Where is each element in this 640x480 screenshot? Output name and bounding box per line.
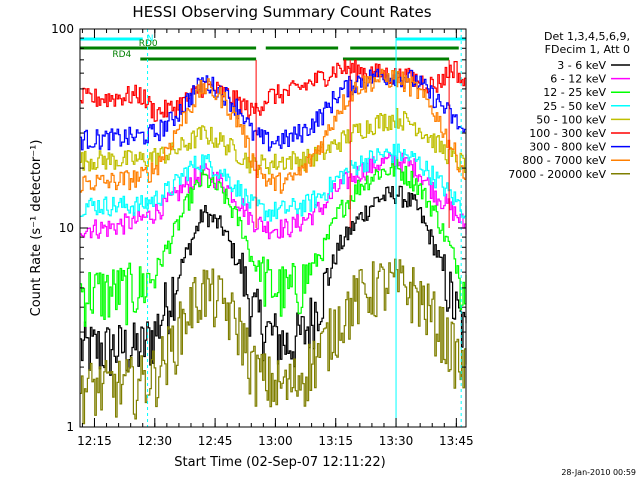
bar-label: RD4 — [112, 50, 131, 60]
x-tick-label: 13:45 — [439, 434, 474, 448]
legend: Det 1,3,4,5,6,9,FDecim 1, Att 0 3 - 6 keV… — [508, 30, 630, 181]
y-tick-label: 1 — [66, 420, 74, 434]
legend-label: 800 - 7000 keV — [522, 154, 606, 167]
plot-area — [80, 59, 467, 425]
legend-label: 12 - 25 keV — [543, 86, 606, 99]
legend-label: 3 - 6 keV — [557, 59, 606, 72]
series-line — [80, 185, 467, 376]
legend-label: 6 - 12 keV — [550, 73, 606, 86]
series-line — [80, 68, 467, 194]
bar-label: RD0 — [139, 39, 158, 49]
series-line — [80, 159, 467, 327]
x-axis: 12:15 12:30 12:45 13:00 13:15 13:30 13:45 — [77, 29, 474, 448]
legend-label: 7000 - 20000 keV — [508, 168, 606, 181]
series-line — [80, 258, 467, 425]
y-tick-label: 100 — [51, 22, 74, 36]
legend-label: 50 - 100 keV — [536, 113, 606, 126]
x-tick-label: 13:15 — [318, 434, 353, 448]
series-line — [80, 143, 467, 222]
series-line — [80, 59, 467, 122]
series-line — [80, 107, 467, 176]
y-tick-label: 10 — [59, 221, 74, 235]
footer-timestamp: 28-Jan-2010 00:59 — [561, 468, 636, 477]
x-axis-label: Start Time (02-Sep-07 12:11:22) — [174, 455, 385, 470]
x-tick-label: 12:30 — [137, 434, 172, 448]
chart-title: HESSI Observing Summary Count Rates — [132, 3, 431, 21]
bar-label: N — [147, 34, 154, 44]
x-tick-label: 13:00 — [258, 434, 293, 448]
legend-header: Det 1,3,4,5,6,9, — [544, 30, 630, 43]
x-tick-label: 13:30 — [379, 434, 414, 448]
legend-label: 25 - 50 keV — [543, 100, 606, 113]
x-tick-label: 12:15 — [77, 434, 112, 448]
legend-header: FDecim 1, Att 0 — [545, 43, 630, 56]
y-axis: 1 10 100 — [51, 22, 466, 434]
legend-label: 300 - 800 keV — [529, 141, 606, 154]
legend-label: 100 - 300 keV — [529, 127, 606, 140]
x-tick-label: 12:45 — [198, 434, 233, 448]
y-axis-label: Count Rate (s⁻¹ detector⁻¹) — [29, 140, 44, 317]
